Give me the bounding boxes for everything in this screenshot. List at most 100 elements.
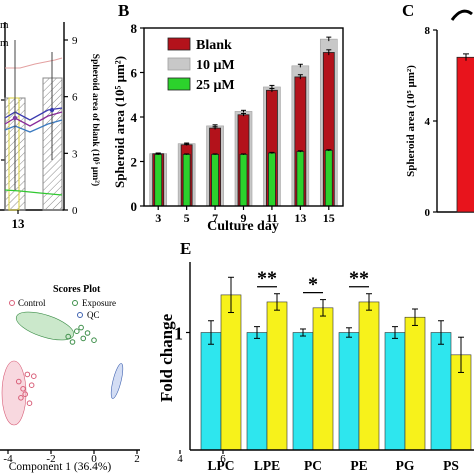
panel-b-x-tick-label: 5: [184, 211, 190, 225]
panel-a-marker: [49, 107, 55, 113]
panel-e-bar: [404, 316, 426, 451]
panel-b-x-tick-label: 7: [212, 211, 218, 225]
panel-e-x-tick-label: PG: [396, 458, 415, 473]
panel-d-x-tick-label: 2: [134, 453, 140, 465]
panel-d: Scores Plot Control Exposure QC -4 -2 0 2 4 6…: [0, 284, 226, 473]
panel-e-y-axis-label: Fold change: [157, 313, 176, 402]
panel-e-significance-label: *: [308, 274, 318, 296]
panel-e-bar: [266, 301, 288, 451]
panel-a-right-tick-label: 9: [72, 35, 78, 47]
panel-c-annotation: [450, 9, 473, 21]
panel-d-x-tick-label: 0: [91, 453, 97, 465]
panel-e-axes: LPC LPE PC PE PG PS 1: [174, 262, 474, 473]
panel-b-x-tick-label: 11: [266, 211, 277, 225]
panel-d-point: [74, 328, 80, 335]
panel-e-letter: E: [180, 239, 191, 258]
panel-d-point: [69, 339, 76, 345]
panel-d-point: [15, 378, 22, 385]
panel-b-bar: [154, 153, 163, 207]
panel-d-point: [18, 395, 24, 401]
panel-d-x-tick-label: -4: [3, 453, 13, 465]
panel-e-significance: ** * **: [257, 268, 369, 296]
panel-a-marker: [12, 115, 18, 121]
panel-a-left-axis: [1, 22, 6, 210]
panel-e-x-tick-label: PS: [443, 458, 459, 473]
panel-e-bar: [312, 307, 334, 451]
panel-d-point: [65, 333, 71, 340]
panel-b-legend-swatch: [167, 77, 191, 91]
panel-d-x-tick-label: 6: [220, 453, 226, 465]
panel-b-bar: [182, 153, 191, 207]
panel-d-x-tick-label: -2: [46, 453, 55, 465]
panel-b-legend-swatch: [167, 37, 191, 51]
panel-e-significance-label: **: [257, 268, 277, 290]
panel-b-x-tick-label: 3: [155, 211, 161, 225]
panel-c-y-axis-label: Spheroid area (10⁵ μm²): [405, 65, 417, 177]
legend-qc: QC: [87, 310, 100, 320]
panel-e-bar: [246, 332, 268, 451]
panel-e-x-tick-label: PE: [350, 458, 367, 473]
panel-d-legend: Control Exposure QC: [9, 298, 116, 320]
panel-b-legend-label: 10 μM: [196, 58, 235, 73]
panel-c-bar: [456, 56, 474, 213]
legend-control: Control: [18, 298, 46, 308]
panel-b-y-tick-label: 0: [131, 199, 138, 214]
panel-a-trend-line: [5, 57, 63, 69]
panel-a-right-tick-label: 3: [72, 148, 78, 160]
panel-a-right-tick-label: 0: [72, 205, 78, 217]
panel-a-trend-line: [4, 189, 63, 196]
panel-b-bar: [324, 149, 333, 207]
panel-b-legend-swatch: [167, 57, 191, 71]
panel-e: E LPC LPE PC PE PG PS1 ** * ** Fold change: [157, 239, 474, 473]
panel-b-legend: Blank 10 μM 25 μM: [167, 37, 235, 93]
exposure-ellipse: [15, 311, 75, 341]
panel-e-bar: [384, 332, 406, 451]
panel-a-right-axis-title: Spheroid area of blank (10⁵ μm²): [90, 54, 101, 186]
panel-e-bar: [358, 301, 380, 451]
panel-a-trend-line: [4, 119, 63, 133]
panel-d-point: [31, 373, 37, 380]
panel-d-x-tick-label: 4: [177, 453, 183, 465]
panel-e-bars: [200, 276, 472, 451]
qc-ellipse: [110, 363, 124, 399]
panel-e-bar: [220, 294, 242, 451]
panel-d-point: [91, 337, 97, 344]
panel-b-y-tick-label: 6: [131, 66, 138, 81]
panel-d-point: [20, 386, 26, 392]
panel-d-point: [24, 371, 31, 378]
panel-b-axes: 3 5 7 9 11 13 15 0 2 4 6 8: [131, 21, 344, 225]
panel-c-letter: C: [402, 1, 414, 20]
panel-c-y-tick-label: 4: [425, 116, 431, 128]
control-ellipse: [1, 360, 27, 426]
panel-e-bar: [430, 332, 452, 451]
panel-a-right-tick-label: 6: [72, 92, 78, 104]
panel-d-point: [22, 391, 29, 398]
panel-a-highlight-bar: [8, 97, 20, 211]
panel-c-y-tick-label: 0: [425, 207, 431, 219]
panel-b-legend-label: 25 μM: [196, 78, 235, 93]
legend-exposure: Exposure: [82, 298, 116, 308]
panel-e-bar: [338, 332, 360, 451]
panel-b-bars: [149, 36, 338, 207]
panel-e-significance-label: **: [349, 268, 369, 290]
scores-plot-title: Scores Plot: [53, 284, 101, 295]
panel-c: C 0 4 8 Spheroid area (10⁵ μm²): [402, 1, 474, 219]
panel-a-trend-line: [4, 111, 63, 127]
panel-b-x-axis-label: Culture day: [207, 219, 279, 234]
panel-d-point: [28, 382, 35, 389]
panel-b-y-tick-label: 8: [131, 21, 138, 36]
panel-d-ellipses: [1, 311, 124, 426]
legend-qc-marker: [77, 312, 83, 318]
panel-b-y-tick-label: 2: [131, 155, 138, 170]
panel-e-bar: [292, 332, 314, 451]
panel-d-x-axis-label: Component 1 (36.4%): [9, 461, 112, 473]
panel-b: B 3 5 7 9 11 13 15 0 2 4 6 8 Blank 10 μM 25 μM Cultur…: [112, 1, 344, 234]
panel-b-y-tick-label: 4: [131, 110, 138, 125]
panel-b-letter: B: [118, 1, 129, 20]
panel-e-bar: [200, 332, 222, 451]
panel-b-legend-label: Blank: [196, 38, 232, 53]
panel-b-x-tick-label: 13: [294, 211, 306, 225]
panel-c-y-tick-label: 8: [425, 25, 431, 37]
